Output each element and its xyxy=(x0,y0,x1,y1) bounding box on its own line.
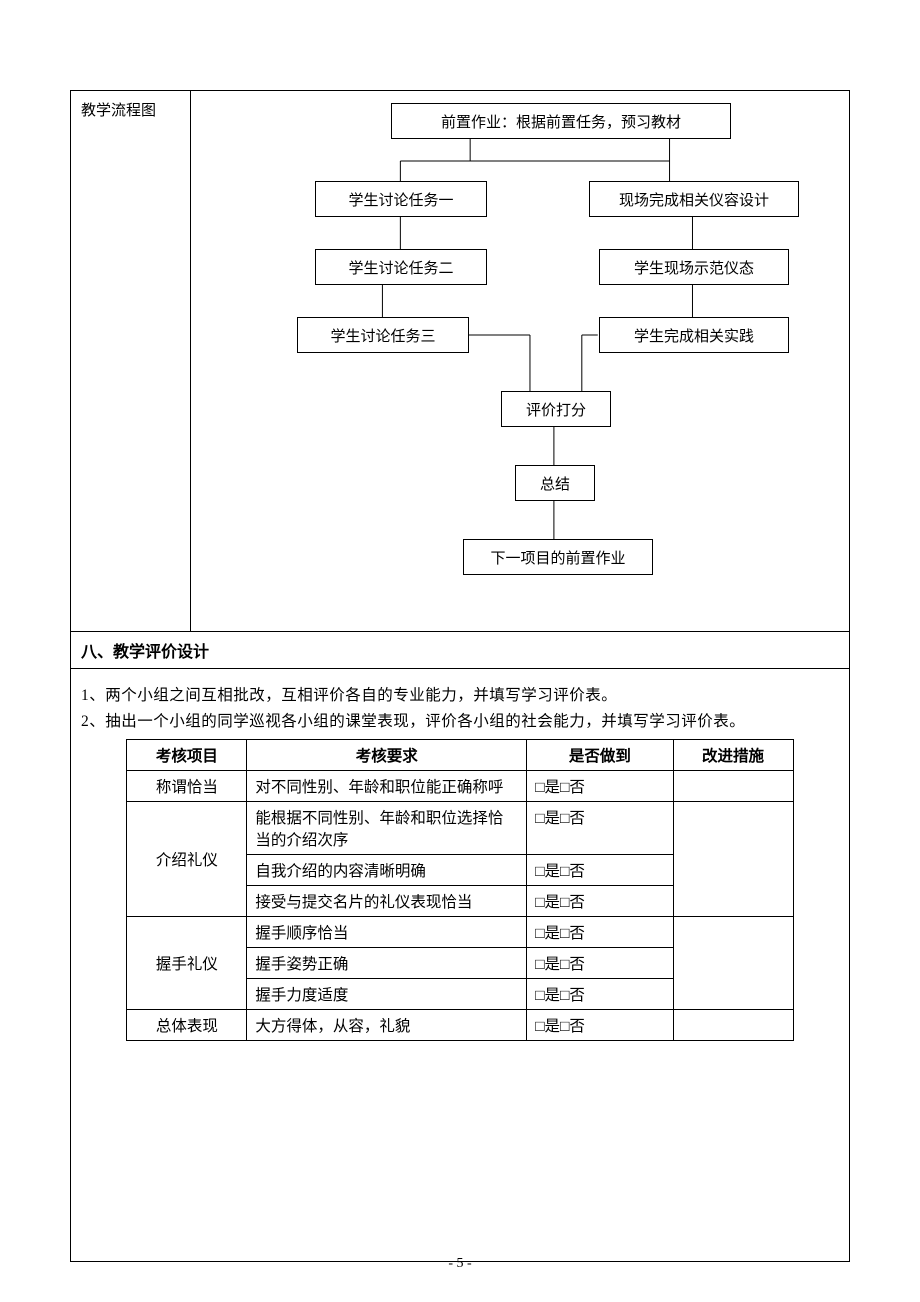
page-number: - 5 - xyxy=(0,1256,920,1272)
cell-improve xyxy=(673,802,793,917)
cell-item: 称谓恰当 xyxy=(127,771,247,802)
evaluation-table: 考核项目 考核要求 是否做到 改进措施 称谓恰当对不同性别、年龄和职位能正确称呼… xyxy=(126,739,793,1041)
cell-requirement: 接受与提交名片的礼仪表现恰当 xyxy=(247,886,527,917)
cell-done: □是□否 xyxy=(527,917,674,948)
table-row: 握手礼仪握手顺序恰当□是□否 xyxy=(127,917,793,948)
eval-intro-line-2: 2、抽出一个小组的同学巡视各小组的课堂表现，评价各小组的社会能力，并填写学习评价… xyxy=(81,709,839,731)
cell-done: □是□否 xyxy=(527,979,674,1010)
cell-done: □是□否 xyxy=(527,948,674,979)
flowchart-node: 评价打分 xyxy=(501,391,611,427)
cell-done: □是□否 xyxy=(527,802,674,855)
cell-requirement: 握手力度适度 xyxy=(247,979,527,1010)
evaluation-section: 1、两个小组之间互相批改，互相评价各自的专业能力，并填写学习评价表。 2、抽出一… xyxy=(71,669,849,1261)
flowchart-node: 现场完成相关仪容设计 xyxy=(589,181,799,217)
cell-done: □是□否 xyxy=(527,771,674,802)
flowchart-label: 教学流程图 xyxy=(71,91,191,631)
section-header: 八、教学评价设计 xyxy=(71,631,849,669)
cell-done: □是□否 xyxy=(527,886,674,917)
table-row: 总体表现大方得体，从容，礼貌□是□否 xyxy=(127,1010,793,1041)
outer-container: 教学流程图 前置作业：根据前置任务，预习教材学生讨论任务一现场完成相关仪容设计学… xyxy=(70,90,850,1262)
table-row: 介绍礼仪能根据不同性别、年龄和职位选择恰当的介绍次序□是□否 xyxy=(127,802,793,855)
document-page: 教学流程图 前置作业：根据前置任务，预习教材学生讨论任务一现场完成相关仪容设计学… xyxy=(0,0,920,1302)
cell-item: 介绍礼仪 xyxy=(127,802,247,917)
cell-improve xyxy=(673,771,793,802)
flowchart-node: 学生讨论任务二 xyxy=(315,249,487,285)
cell-done: □是□否 xyxy=(527,855,674,886)
cell-requirement: 能根据不同性别、年龄和职位选择恰当的介绍次序 xyxy=(247,802,527,855)
header-done: 是否做到 xyxy=(527,740,674,771)
header-item: 考核项目 xyxy=(127,740,247,771)
header-requirement: 考核要求 xyxy=(247,740,527,771)
flowchart-node: 学生讨论任务一 xyxy=(315,181,487,217)
cell-requirement: 大方得体，从容，礼貌 xyxy=(247,1010,527,1041)
eval-intro-line-1: 1、两个小组之间互相批改，互相评价各自的专业能力，并填写学习评价表。 xyxy=(81,683,839,705)
cell-improve xyxy=(673,1010,793,1041)
cell-item: 总体表现 xyxy=(127,1010,247,1041)
cell-requirement: 握手姿势正确 xyxy=(247,948,527,979)
flowchart-node: 总结 xyxy=(515,465,595,501)
cell-requirement: 对不同性别、年龄和职位能正确称呼 xyxy=(247,771,527,802)
cell-requirement: 自我介绍的内容清晰明确 xyxy=(247,855,527,886)
cell-improve xyxy=(673,917,793,1010)
table-row: 称谓恰当对不同性别、年龄和职位能正确称呼□是□否 xyxy=(127,771,793,802)
flowchart-canvas: 前置作业：根据前置任务，预习教材学生讨论任务一 现场完成相关仪容设计学生讨论任务二… xyxy=(191,91,849,631)
flowchart-node: 学生讨论任务三 xyxy=(297,317,469,353)
flowchart-node: 下一项目的前置作业 xyxy=(463,539,653,575)
flowchart-row: 教学流程图 前置作业：根据前置任务，预习教材学生讨论任务一现场完成相关仪容设计学… xyxy=(71,91,849,631)
cell-item: 握手礼仪 xyxy=(127,917,247,1010)
flowchart-node: 学生现场示范仪态 xyxy=(599,249,789,285)
flowchart-node: 前置作业：根据前置任务，预习教材 xyxy=(391,103,731,139)
cell-done: □是□否 xyxy=(527,1010,674,1041)
table-header-row: 考核项目 考核要求 是否做到 改进措施 xyxy=(127,740,793,771)
flowchart-node: 学生完成相关实践 xyxy=(599,317,789,353)
cell-requirement: 握手顺序恰当 xyxy=(247,917,527,948)
header-improve: 改进措施 xyxy=(673,740,793,771)
